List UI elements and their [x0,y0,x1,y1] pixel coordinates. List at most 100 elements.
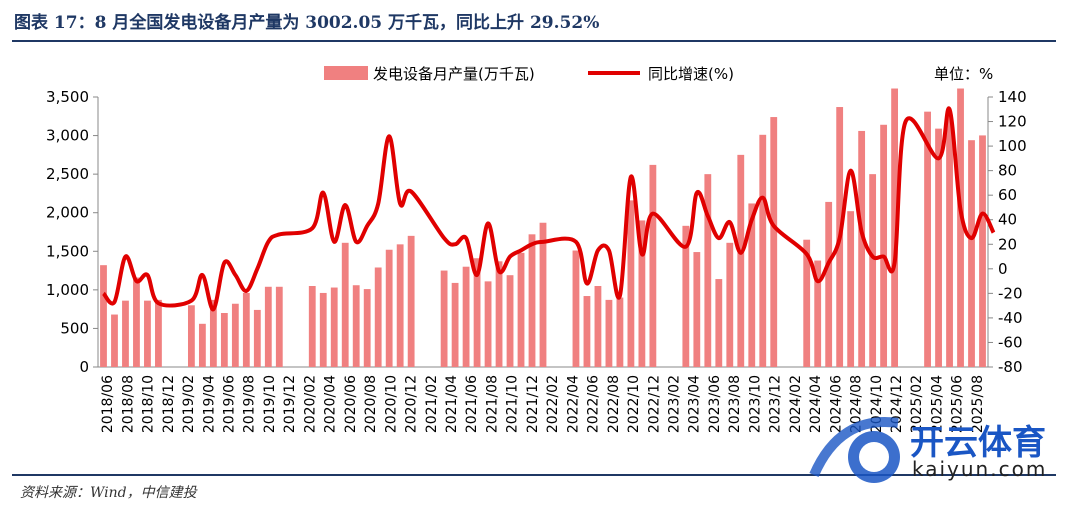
bar [473,258,481,367]
x-tick-label: 2022/10 [626,375,642,433]
x-tick-label: 2020/06 [343,375,359,433]
unit-label: 单位：% [934,65,993,83]
bar [155,299,162,367]
x-tick-label: 2023/02 [666,375,682,433]
bar [308,286,316,367]
x-tick-label: 2019/02 [181,375,197,433]
chart-title: 图表 17：8 月全国发电设备月产量为 3002.05 万千瓦，同比上升 29.… [14,13,600,33]
right-tick-label: 140 [998,88,1027,106]
brand-logo-icon [809,417,900,483]
x-tick-label: 2025/08 [970,375,986,433]
bar [759,134,767,367]
left-tick-label: 0 [79,358,89,376]
bar [924,111,931,368]
bar [253,309,261,367]
x-tick-label: 2018/06 [100,375,116,433]
right-tick-label: -40 [998,309,1023,327]
bar [100,265,107,367]
x-tick-label: 2021/02 [424,375,440,433]
left-tick-label: 500 [60,319,89,337]
x-tick-label: 2024/08 [849,375,865,433]
x-tick-label: 2022/06 [586,375,602,433]
bar [748,203,756,367]
x-tick-label: 2025/04 [929,375,945,433]
left-tick-label: 2,000 [46,204,89,222]
bar [803,239,811,367]
bar [682,225,690,367]
right-tick-label: 80 [998,162,1017,180]
bar [539,222,547,367]
x-tick-label: 2019/10 [262,375,278,433]
x-tick-label: 2023/10 [747,375,763,433]
x-tick-label: 2021/12 [525,375,541,433]
bar [407,235,415,367]
bar [814,260,822,367]
bar [693,252,701,367]
bar [528,234,536,367]
bar [462,266,470,367]
x-tick-label: 2020/08 [363,375,379,433]
bar [187,305,195,367]
left-tick-label: 3,500 [46,88,89,106]
x-tick-label: 2019/12 [282,375,298,433]
bar [638,220,646,367]
x-tick-label: 2019/08 [242,375,258,433]
right-tick-label: -20 [998,284,1023,302]
bar [220,313,228,367]
x-tick-label: 2025/02 [909,375,925,433]
bottom-rule [12,474,1056,476]
x-tick-label: 2025/06 [950,375,966,433]
x-tick-label: 2018/08 [120,375,136,433]
bar [847,211,855,367]
bar [880,124,888,368]
x-tick-label: 2020/04 [323,375,339,433]
right-tick-label: 100 [998,137,1027,155]
bar [572,250,580,367]
bar [198,323,206,367]
bar [385,249,393,367]
bar [484,281,492,367]
bar [979,135,986,367]
bar [440,270,448,367]
bar [330,287,338,367]
bar [374,267,382,367]
left-tick-label: 1,500 [46,242,89,260]
bar [649,164,657,367]
bar [341,242,349,367]
bar [858,130,866,367]
left-tick-label: 3,000 [46,127,89,145]
x-tick-label: 2022/12 [646,375,662,433]
bar [869,174,877,367]
x-tick-label: 2024/02 [788,375,804,433]
bar [111,314,118,367]
x-tick-label: 2019/04 [201,375,217,433]
bar [231,303,239,367]
x-tick-label: 2021/10 [505,375,521,433]
x-tick-label: 2023/06 [707,375,723,433]
x-tick-label: 2022/08 [606,375,622,433]
bar [264,286,272,367]
bar [957,88,964,367]
x-tick-label: 2023/04 [687,375,703,433]
right-tick-label: 60 [998,186,1017,204]
line-series [101,106,996,312]
bar [825,201,833,367]
bar [704,174,712,367]
bar [352,285,360,367]
bar [583,296,591,367]
x-tick-label: 2021/08 [484,375,500,433]
bar [594,286,602,367]
bar [242,292,250,367]
bar [726,242,734,367]
x-tick-label: 2021/06 [464,375,480,433]
bar [363,289,371,367]
x-tick-label: 2019/06 [221,375,237,433]
bar-series [100,88,986,368]
left-tick-label: 1,000 [46,281,89,299]
x-tick-label: 2020/02 [302,375,318,433]
bar [891,88,899,367]
x-tick-label: 2021/04 [444,375,460,433]
bar [144,300,151,367]
right-tick-label: -60 [998,333,1023,351]
bar [605,299,613,367]
